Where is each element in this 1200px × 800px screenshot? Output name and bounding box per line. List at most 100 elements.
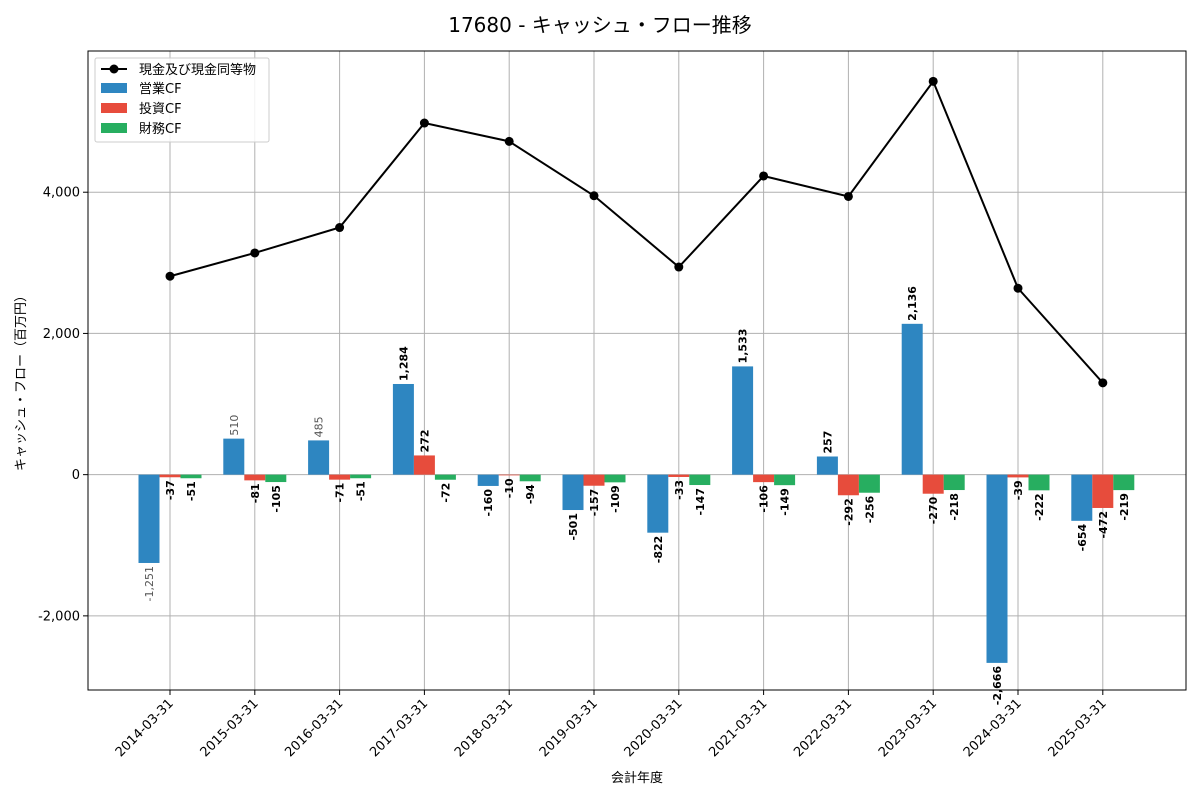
x-axis-label: 会計年度 [611,770,663,786]
cash-line-point [928,76,938,86]
legend-swatch-financing [101,123,127,133]
chart-title: 17680 - キャッシュ・フロー推移 [448,13,752,37]
legend-label-cash: 現金及び現金同等物 [139,62,256,78]
bar [180,474,202,479]
bar-value-label: 2,136 [906,286,919,321]
bar [350,474,372,479]
bar [519,474,541,482]
bar [392,383,414,475]
bar [562,474,584,511]
bar-value-label: -292 [842,498,855,526]
bar-value-label: 485 [313,416,326,437]
bar-value-label: 257 [821,431,834,454]
cash-line [165,76,1108,388]
bar-value-label: -654 [1076,523,1089,551]
cash-line-point [589,191,599,201]
cash-line-path [169,79,1104,384]
x-tick-label: 2017-03-31 [367,696,431,760]
bar-value-label: -219 [1118,493,1131,521]
bar [816,456,838,475]
bar-value-label: -39 [1012,480,1025,500]
bar-value-label: -105 [270,485,283,513]
bar-value-label: -81 [249,483,262,503]
bar-value-label: -1,251 [143,566,156,601]
bar-value-label: -157 [588,489,601,517]
bar [668,474,690,477]
bar [413,455,435,475]
legend-swatch-investing [101,103,127,113]
bar [858,474,880,493]
bar-value-label: -501 [567,513,580,541]
bar-value-label: -270 [927,496,940,524]
x-tick-label: 2022-03-31 [791,696,855,760]
bar-value-label: -10 [503,478,516,498]
x-tick-label: 2015-03-31 [198,696,262,760]
bar-value-label: -106 [758,485,771,513]
cash-line-point [419,118,429,128]
cash-line-point [250,248,260,258]
bar [837,474,859,496]
bar [434,474,456,480]
cash-line-point [759,171,769,181]
x-tick-label: 2018-03-31 [452,696,516,760]
bar-value-label: -51 [185,481,198,501]
cash-line-point [504,136,514,146]
bar [308,440,330,475]
plot-frame [87,50,1187,691]
bar [329,474,351,480]
bar [1007,474,1029,478]
bar-value-label: -2,666 [991,666,1004,706]
bar-labels: -1,251 510 485 1,284 -160 -501 -822 1,533 257 2,1… [143,286,1131,706]
bar [647,474,669,533]
bar [689,474,711,486]
cash-line-point [843,191,853,201]
y-tick-label: -2,000 [38,609,80,624]
bar [922,474,944,494]
bars [138,323,1135,663]
x-axis-ticks: 2014-03-31 2015-03-31 2016-03-31 2017-03-31… [113,690,1110,760]
x-tick-label: 2020-03-31 [622,696,686,760]
bar [498,474,520,476]
bar [583,474,605,486]
bar-value-label: -33 [673,480,686,500]
bar [244,474,266,481]
bar [138,474,160,563]
bar-value-label: -72 [439,483,452,503]
legend-swatch-operating [101,83,127,93]
bar [1028,474,1050,491]
bar-value-label: -51 [355,481,368,501]
y-tick-label: 0 [72,468,80,483]
bar-value-label: 1,284 [397,346,410,381]
y-tick-label: 2,000 [43,327,80,342]
bar-value-label: -822 [652,536,665,564]
bar-value-label: -71 [334,483,347,503]
grid-lines [88,51,1186,690]
bar-value-label: -37 [164,480,177,500]
x-tick-label: 2023-03-31 [876,696,940,760]
bar [901,323,923,475]
bar [159,474,181,478]
cash-line-point [1013,283,1023,293]
bar [753,474,775,483]
bar-value-label: 272 [418,429,431,452]
bar [774,474,796,486]
bar-value-label: -147 [694,488,707,516]
bar [604,474,626,483]
cash-line-point [1098,378,1108,388]
legend: 現金及び現金同等物 営業CF 投資CF 財務CF [94,57,270,143]
cash-line-point [165,271,175,281]
legend-line-marker [109,64,119,74]
bar [732,366,754,475]
legend-box [94,57,270,143]
bar-value-label: -94 [524,484,537,504]
cash-line-point [335,223,345,233]
bar-value-label: -149 [779,488,792,516]
bar [223,438,245,475]
bar-value-label: -218 [948,493,961,521]
bar-value-label: -109 [609,485,622,513]
y-axis-label: キャッシュ・フロー（百万円） [14,289,29,471]
x-tick-label: 2019-03-31 [537,696,601,760]
bar [986,474,1008,663]
bar [1092,474,1114,508]
